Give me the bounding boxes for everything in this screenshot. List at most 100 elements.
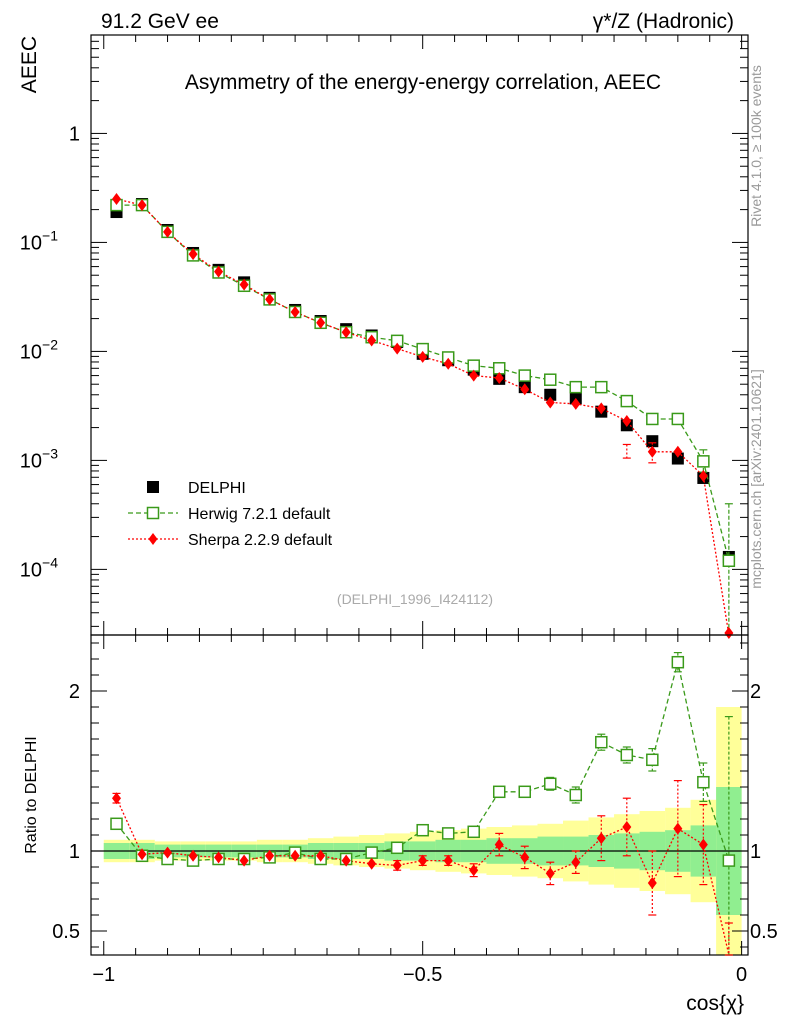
sherpa-ratio-point xyxy=(443,854,453,867)
herwig-point xyxy=(722,554,736,568)
herwig-ratio-point xyxy=(595,735,608,749)
analysis-id: (DELPHI_1996_I424112) xyxy=(337,591,493,607)
sherpa-ratio-point xyxy=(647,877,657,889)
herwig-ratio-point xyxy=(569,788,583,802)
header-left: 91.2 GeV ee xyxy=(101,10,219,33)
herwig-ratio-point xyxy=(620,748,634,762)
legend-marker-herwig xyxy=(146,506,160,520)
sherpa-point xyxy=(239,278,249,291)
sherpa-point xyxy=(571,397,581,410)
sherpa-point xyxy=(596,402,606,415)
sherpa-point xyxy=(724,627,734,639)
herwig-ratio-point xyxy=(110,817,123,831)
herwig-ratio-point xyxy=(722,854,736,867)
sherpa-ratio-point xyxy=(622,821,632,833)
sherpa-line xyxy=(116,198,730,636)
ratio-y-tick-label: 2 xyxy=(69,681,80,703)
sherpa-ratio-point xyxy=(265,849,275,862)
sherpa-ratio-point xyxy=(673,822,683,835)
sherpa-ratio-point xyxy=(469,864,479,877)
sherpa-point xyxy=(673,445,683,458)
herwig-ratio-point xyxy=(518,785,531,799)
herwig-ratio-point xyxy=(671,655,685,669)
sherpa-point xyxy=(188,248,198,261)
legend-entry-herwig: Herwig 7.2.1 default xyxy=(128,506,331,523)
herwig-point xyxy=(646,412,659,426)
herwig-point xyxy=(595,380,608,394)
sherpa-ratio-point xyxy=(520,851,530,864)
delphi-point xyxy=(646,435,659,448)
sherpa-point xyxy=(622,414,632,427)
y-axis-label: AEEC xyxy=(18,36,41,93)
sherpa-ratio-point xyxy=(367,857,377,870)
sherpa-point xyxy=(443,357,453,370)
sherpa-ratio-point xyxy=(188,849,198,862)
sherpa-point xyxy=(137,199,147,212)
sherpa-ratio-point xyxy=(163,846,173,859)
header-right: γ*/Z (Hadronic) xyxy=(593,10,734,33)
herwig-ratio-point xyxy=(492,785,506,799)
ratio-y-tick-label-right: 1 xyxy=(750,841,761,863)
sherpa-ratio-point xyxy=(137,848,147,861)
legend-marker-sherpa xyxy=(148,533,158,545)
sherpa-ratio-point xyxy=(392,859,402,872)
herwig-ratio-point xyxy=(365,846,378,859)
herwig-ratio-point xyxy=(544,777,557,791)
sherpa-point xyxy=(647,445,657,458)
sherpa-point xyxy=(316,316,326,329)
y-tick-label: 10−4 xyxy=(20,554,58,581)
sherpa-point xyxy=(392,342,402,355)
sherpa-point xyxy=(214,265,224,278)
x-axis-label: cos{χ} xyxy=(686,992,744,1015)
herwig-point xyxy=(620,394,634,408)
ratio-y-axis-label: Ratio to DELPHI xyxy=(23,736,40,853)
sherpa-point xyxy=(520,383,530,396)
sherpa-point xyxy=(469,369,479,382)
herwig-point xyxy=(697,455,710,468)
herwig-ratio-point xyxy=(416,823,429,837)
y-tick-label: 1 xyxy=(69,123,80,145)
sherpa-point xyxy=(265,293,275,306)
sherpa-ratio-point xyxy=(596,832,606,845)
delphi-point xyxy=(544,388,557,401)
ratio-y-tick-label: 1 xyxy=(69,841,80,863)
sherpa-point xyxy=(367,334,377,347)
sherpa-ratio-point xyxy=(214,851,224,864)
y-tick-label: 10−3 xyxy=(20,445,58,472)
sherpa-ratio-point xyxy=(112,792,122,805)
herwig-ratio-point xyxy=(390,841,404,855)
herwig-point xyxy=(467,359,480,372)
x-tick-label: 0 xyxy=(736,964,747,986)
herwig-ratio-point xyxy=(646,753,659,767)
ratio-panel: −1 −0.5 0 2 2 1 1 0.5 0.5 Ratio to DELPHI cos{χ} xyxy=(23,35,778,1015)
sherpa-ratio-point xyxy=(316,849,326,862)
sherpa-ratio-point xyxy=(341,854,351,867)
sherpa-point xyxy=(290,305,300,318)
legend-label-sherpa: Sherpa 2.2.9 default xyxy=(188,532,333,549)
main-panel: 1 10−1 10−2 10−3 10−4 Asymmetry of the energy… xyxy=(18,34,749,955)
sherpa-ratio-point xyxy=(290,849,300,862)
chart-title: Asymmetry of the energy-energy correlati… xyxy=(185,71,661,94)
herwig-point xyxy=(518,369,531,382)
sherpa-ratio-point xyxy=(239,854,249,867)
sherpa-ratio-point xyxy=(418,854,428,867)
sherpa-point xyxy=(698,469,708,482)
sherpa-ratio-point xyxy=(698,838,708,851)
herwig-ratio-point xyxy=(467,825,480,839)
sherpa-ratio-point xyxy=(571,856,581,869)
herwig-ratio-point xyxy=(697,775,710,789)
x-tick-label: −1 xyxy=(92,964,115,986)
ratio-frame xyxy=(90,634,749,956)
ratio-y-tick-label: 0.5 xyxy=(52,921,80,943)
y-tick-label: 10−2 xyxy=(20,336,58,363)
legend-entry-data: DELPHI xyxy=(147,480,246,497)
sherpa-ratio-point xyxy=(545,867,555,880)
herwig-point xyxy=(569,380,583,394)
sherpa-point xyxy=(545,396,555,409)
ratio-y-tick-label-right: 2 xyxy=(750,681,761,703)
legend-marker-delphi xyxy=(147,481,159,493)
x-tick-label: −0.5 xyxy=(403,964,442,986)
legend-label-herwig: Herwig 7.2.1 default xyxy=(188,506,331,523)
ratio-y-tick-label-right: 0.5 xyxy=(750,921,778,943)
